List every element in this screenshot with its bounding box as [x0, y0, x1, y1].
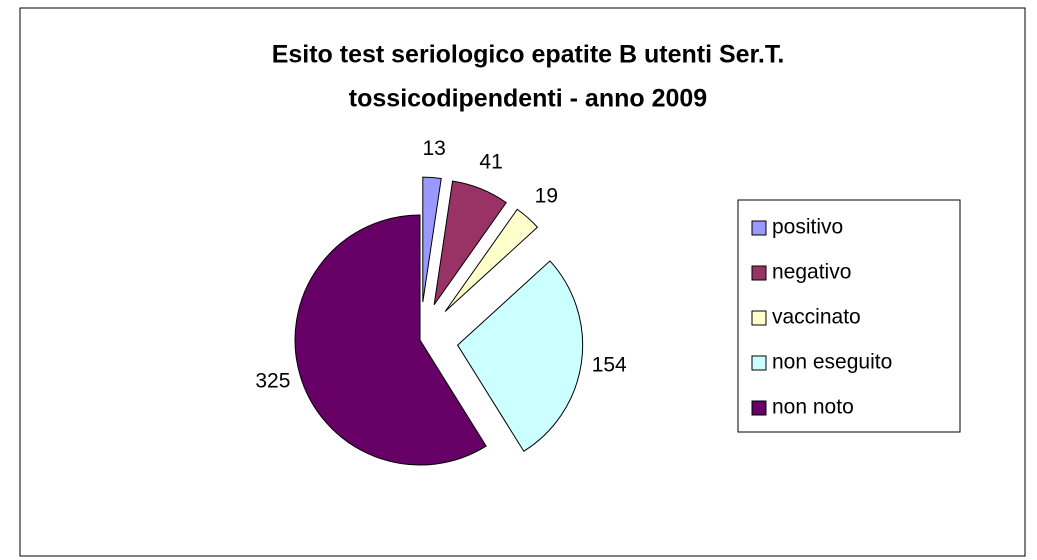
pie-slice: [444, 208, 539, 312]
pie-slice: [457, 260, 584, 452]
legend-label: vaccinato: [772, 306, 861, 329]
data-label: 19: [535, 184, 558, 207]
legend-label: non noto: [772, 396, 854, 419]
legend-label: negativo: [772, 261, 851, 284]
data-label: 41: [479, 150, 502, 173]
chart-title: tossicodipendenti - anno 2009: [349, 85, 707, 113]
legend-label: positivo: [772, 216, 843, 239]
pie-slice: [422, 176, 442, 303]
legend-swatch: [751, 265, 767, 281]
data-label: 154: [592, 354, 627, 377]
legend-swatch: [751, 310, 767, 326]
legend-swatch: [751, 400, 767, 416]
legend-label: non eseguito: [772, 351, 892, 374]
pie-slice: [294, 214, 487, 466]
pie-slice: [433, 180, 507, 306]
data-label: 325: [255, 370, 290, 393]
data-label: 13: [422, 137, 445, 160]
legend-swatch: [751, 355, 767, 371]
legend-box: [737, 199, 961, 433]
legend-swatch: [751, 220, 767, 236]
chart-title: Esito test seriologico epatite B utenti …: [272, 41, 785, 69]
